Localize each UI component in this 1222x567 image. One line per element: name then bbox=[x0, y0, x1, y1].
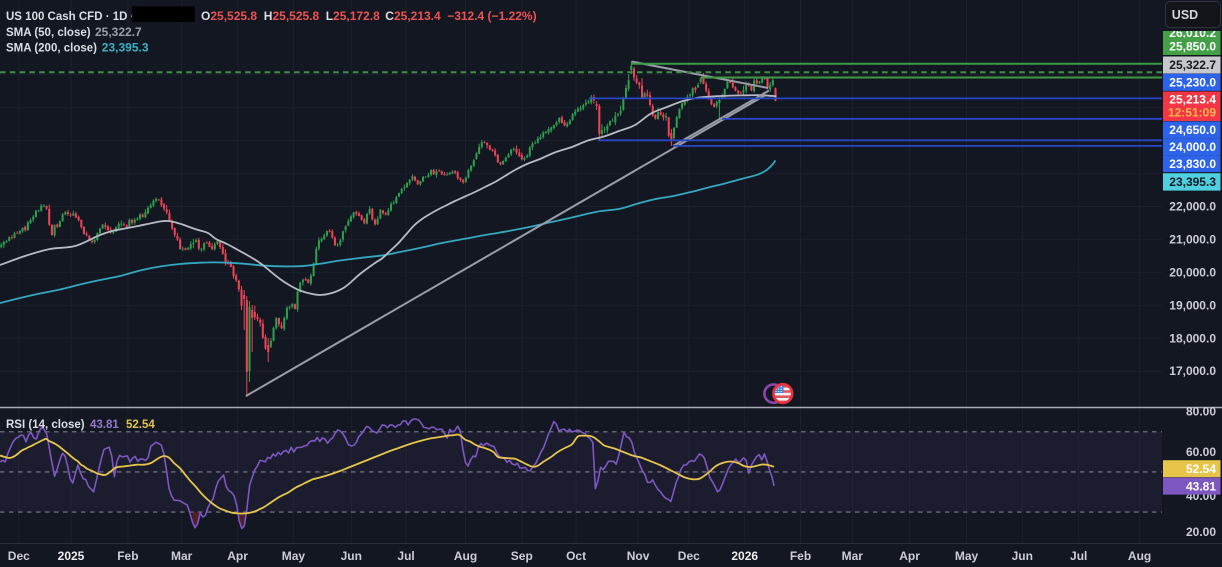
svg-text:Feb: Feb bbox=[117, 549, 138, 563]
svg-text:SMA (50, close): SMA (50, close) bbox=[6, 27, 91, 39]
svg-text:L25,172.8: L25,172.8 bbox=[326, 9, 380, 23]
svg-text:24,000.0: 24,000.0 bbox=[1169, 140, 1216, 154]
svg-text:Nov: Nov bbox=[627, 549, 650, 563]
svg-text:RSI (14, close): RSI (14, close) bbox=[6, 419, 85, 431]
svg-text:25,322.7: 25,322.7 bbox=[95, 25, 142, 39]
svg-text:25,213.4: 25,213.4 bbox=[1169, 93, 1216, 107]
svg-text:Dec: Dec bbox=[678, 549, 700, 563]
svg-text:18,000.0: 18,000.0 bbox=[1169, 331, 1216, 345]
svg-text:Aug: Aug bbox=[454, 549, 477, 563]
svg-text:12:51:09: 12:51:09 bbox=[1168, 106, 1216, 120]
svg-text:May: May bbox=[282, 549, 306, 563]
svg-text:Jul: Jul bbox=[1070, 549, 1087, 563]
svg-text:60.00: 60.00 bbox=[1186, 445, 1216, 459]
svg-text:H25,525.8: H25,525.8 bbox=[264, 9, 320, 23]
svg-text:Aug: Aug bbox=[1128, 549, 1151, 563]
svg-text:USD: USD bbox=[1172, 8, 1198, 22]
svg-text:US 100 Cash CFD · 1D ·: US 100 Cash CFD · 1D · bbox=[6, 11, 134, 23]
svg-text:19,000.0: 19,000.0 bbox=[1169, 298, 1216, 312]
svg-text:Feb: Feb bbox=[790, 549, 811, 563]
svg-text:2025: 2025 bbox=[58, 549, 85, 563]
svg-text:23,395.3: 23,395.3 bbox=[1169, 175, 1216, 189]
svg-text:Mar: Mar bbox=[171, 549, 193, 563]
svg-text:Dec: Dec bbox=[8, 549, 30, 563]
svg-text:80.00: 80.00 bbox=[1186, 405, 1216, 419]
svg-text:Sep: Sep bbox=[511, 549, 533, 563]
svg-text:26,010.2: 26,010.2 bbox=[1169, 26, 1216, 40]
svg-text:−312.4 (−1.22%): −312.4 (−1.22%) bbox=[447, 9, 536, 23]
svg-text:24,650.0: 24,650.0 bbox=[1169, 123, 1216, 137]
svg-text:20,000.0: 20,000.0 bbox=[1169, 265, 1216, 279]
svg-text:Apr: Apr bbox=[899, 549, 920, 563]
svg-text:25,230.0: 25,230.0 bbox=[1169, 76, 1216, 90]
svg-text:25,850.0: 25,850.0 bbox=[1169, 40, 1216, 54]
svg-text:23,395.3: 23,395.3 bbox=[102, 41, 149, 55]
svg-text:Jul: Jul bbox=[397, 549, 414, 563]
svg-text:43.81: 43.81 bbox=[1186, 479, 1216, 493]
svg-text:O25,525.8: O25,525.8 bbox=[201, 9, 257, 23]
svg-text:Jun: Jun bbox=[341, 549, 362, 563]
svg-text:May: May bbox=[955, 549, 979, 563]
svg-text:2026: 2026 bbox=[731, 549, 758, 563]
svg-text:23,830.0: 23,830.0 bbox=[1169, 157, 1216, 171]
svg-text:C25,213.4: C25,213.4 bbox=[385, 9, 441, 23]
svg-text:Apr: Apr bbox=[227, 549, 248, 563]
svg-text:52.54: 52.54 bbox=[1186, 462, 1216, 476]
svg-text:20.00: 20.00 bbox=[1186, 525, 1216, 539]
svg-text:21,000.0: 21,000.0 bbox=[1169, 232, 1216, 246]
svg-text:52.54: 52.54 bbox=[126, 419, 155, 431]
svg-text:43.81: 43.81 bbox=[90, 419, 119, 431]
svg-text:Mar: Mar bbox=[842, 549, 864, 563]
svg-text:Jun: Jun bbox=[1012, 549, 1033, 563]
svg-text:17,000.0: 17,000.0 bbox=[1169, 364, 1216, 378]
svg-text:25,322.7: 25,322.7 bbox=[1169, 58, 1216, 72]
svg-text:Oct: Oct bbox=[566, 549, 586, 563]
svg-text:22,000.0: 22,000.0 bbox=[1169, 200, 1216, 214]
svg-text:SMA (200, close): SMA (200, close) bbox=[6, 43, 97, 55]
